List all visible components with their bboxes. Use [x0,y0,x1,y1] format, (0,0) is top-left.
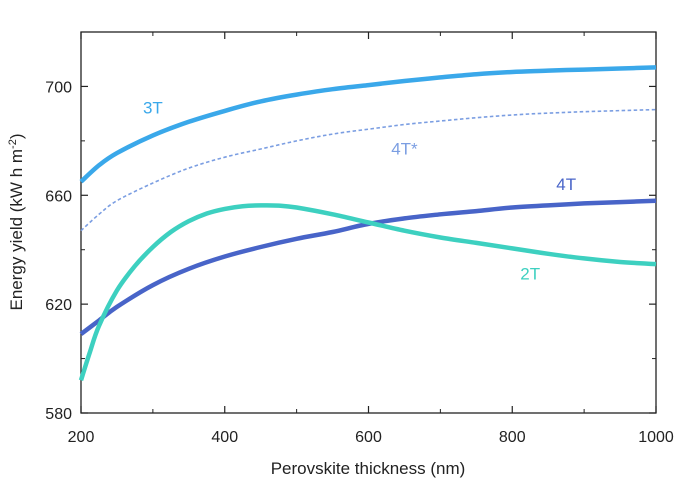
axis-ticks [80,32,657,414]
y-axis-title-sup: -2 [7,139,19,149]
y-axis-title: Energy yield (kW h m-2) [7,134,26,311]
y-axis-title-close: ) [7,134,26,140]
series-label-2t: 2T [520,265,540,284]
series-line-4t [79,198,657,336]
y-tick-label: 660 [45,188,72,205]
series-labels: 3T 4T* 4T 2T [143,99,576,284]
x-tick-label: 1000 [638,429,674,446]
x-tick-label: 800 [499,429,526,446]
x-tick-label: 200 [68,429,95,446]
series-lines [78,65,657,381]
series-label-3t: 3T [143,99,163,118]
y-tick-label: 580 [45,406,72,423]
x-tick-label: 400 [211,429,238,446]
y-tick-label: 700 [45,79,72,96]
series-line-2t [78,203,657,381]
series-line-4t-star [80,108,657,232]
y-tick-label: 620 [45,297,72,314]
x-tick-label: 600 [355,429,382,446]
series-label-4t-star: 4T* [391,139,418,158]
tick-labels: 200 400 600 800 1000 580 620 660 700 [45,79,674,446]
series-line-3t [79,65,657,184]
x-axis-title: Perovskite thickness (nm) [271,459,466,478]
series-label-4t: 4T [556,175,576,194]
y-axis-title-main: Energy yield (kW h m [7,149,26,311]
